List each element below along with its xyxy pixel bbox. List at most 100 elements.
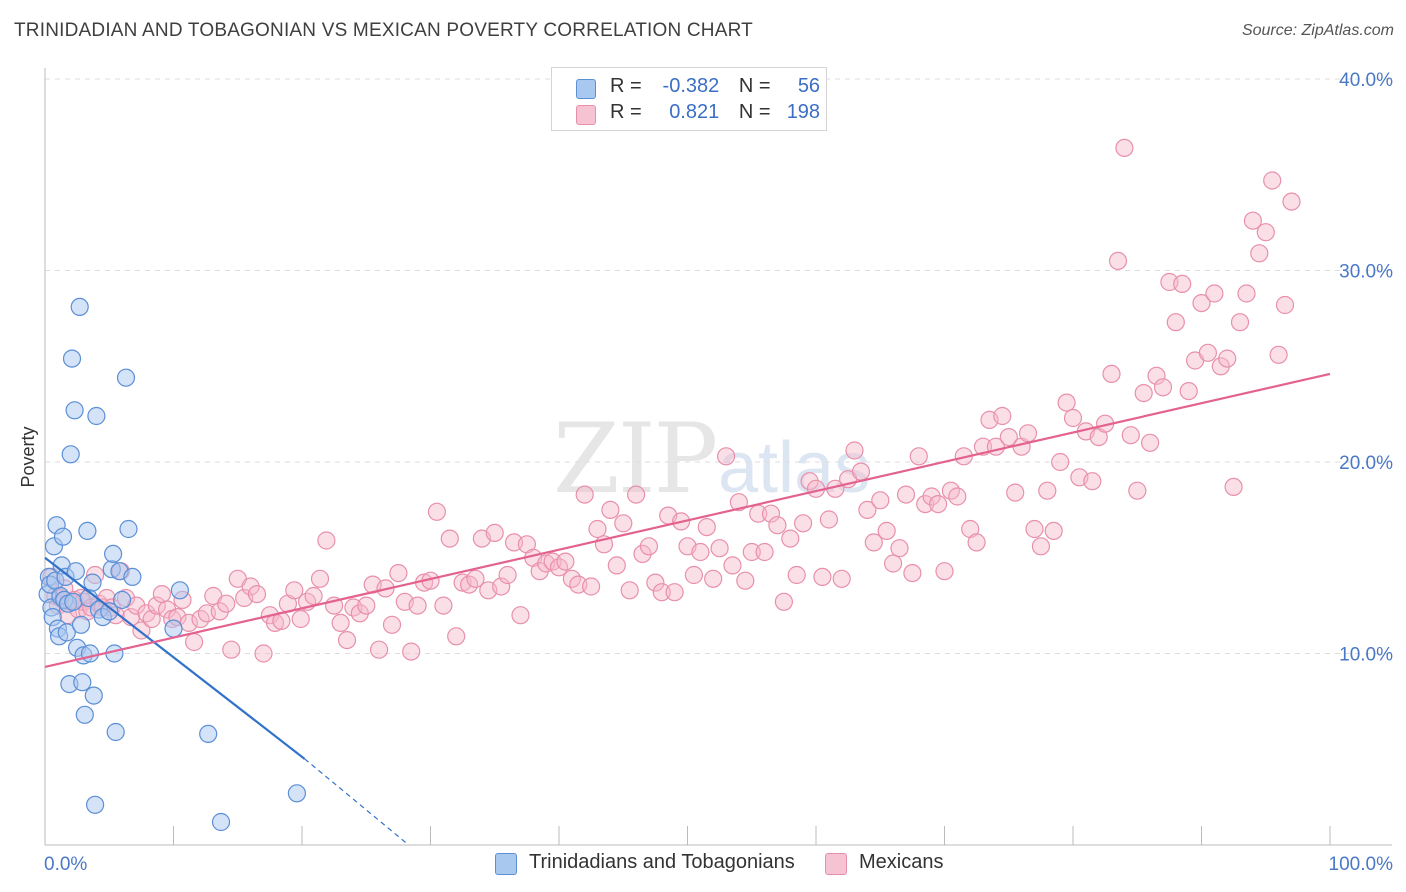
mexican-point [317,531,336,550]
mexican-point [1115,138,1134,157]
mexican-point [858,500,877,519]
trinidadian-point [84,686,103,705]
chart-title: TRINIDADIAN AND TOBAGONIAN VS MEXICAN PO… [14,20,753,41]
y-tick-label: 30.0% [1339,262,1393,283]
trinidadian-points [38,297,306,832]
legend-n-label: N = [738,75,771,97]
mexican-point [427,502,446,521]
trend-line-trinidadian-extension [304,758,410,846]
mexican-point [285,581,304,600]
mexican-point [742,542,761,562]
mexican-point [755,542,774,562]
mexican-point [1224,477,1243,496]
mexican-point [999,428,1018,447]
mexican-point [440,529,459,548]
mexican-point [832,569,851,588]
mexican-point [716,447,736,466]
trinidadian-point [53,527,73,546]
mexican-point [665,583,684,602]
mexican-point [1031,537,1051,556]
mexican-point [1250,244,1269,263]
legend-r-value: 0.821 [669,101,720,123]
trinidadian-point [106,722,125,742]
trinidadian-point [112,590,132,610]
mexican-point [928,495,948,514]
mexican-point [1192,294,1211,313]
mexican-point [1134,384,1153,403]
mexican-point [1083,472,1102,491]
y-tick-label: 10.0% [1339,645,1393,666]
trinidadian-point [287,784,306,803]
mexican-point [1269,345,1288,364]
mexican-point [357,596,376,615]
trend-line-trinidadian [44,556,306,760]
mexican-point [304,586,323,606]
trinidadian-point [85,795,105,814]
trinidadian-point [164,619,183,638]
legend-r-label: R = [610,75,642,97]
mexican-point [800,472,819,491]
trinidadian-point [66,562,85,581]
mexican-point [781,529,800,548]
mexican-point [1256,223,1275,242]
mexican-point [819,510,839,529]
x-tick-label-max: 100.0% [1329,854,1394,875]
mexican-point [646,573,665,592]
mexican-point [291,609,310,629]
mexican-point [1218,349,1237,368]
mexican-point [1275,295,1295,315]
mexican-point [774,592,794,611]
mexican-point [1044,521,1063,541]
mexican-point [337,630,357,650]
mexican-point [158,600,177,619]
trinidadian-point [170,581,189,600]
mexican-point [633,544,652,564]
mexican-point [1243,211,1263,230]
mexican-point [851,462,871,481]
mexican-point [1128,481,1147,500]
mexican-point [511,606,530,625]
mexican-point [723,556,742,575]
mexican-point [382,615,402,634]
series-swatch-pink [825,853,847,875]
trinidadian-point [83,573,102,592]
trinidadian-point [87,406,106,426]
mexican-point [691,542,710,562]
mexican-point [310,569,330,588]
source-credit: Source: ZipAtlas.com [1241,22,1394,39]
y-tick-label: 20.0% [1339,453,1393,474]
mexican-point [993,406,1012,426]
mexican-point [1173,274,1192,293]
mexican-point [1038,481,1057,500]
legend-swatch-pink [576,105,596,125]
mexican-point [1205,284,1224,303]
trinidadian-point [61,445,80,464]
trinidadian-point [123,567,142,587]
mexican-point [1237,284,1256,303]
trinidadian-point [57,623,76,642]
watermark-zip: ZIP [553,403,716,515]
mexican-point [896,485,916,504]
mexican-point [883,554,903,573]
mexican-point [626,485,646,504]
mexican-point [652,583,671,602]
trinidadian-point [73,673,92,692]
trinidadian-point [64,592,83,611]
mexican-point [492,577,511,596]
mexican-point [447,627,466,646]
y-tick-label: 40.0% [1339,70,1393,91]
trinidadian-point [62,349,82,368]
mexican-point [601,500,620,519]
mexican-point [697,517,716,537]
trinidadian-point [116,368,136,387]
legend-swatch-blue [576,79,596,99]
mexican-point [864,533,883,552]
mexican-point [1121,426,1140,445]
mexican-point [370,640,389,659]
mexican-point [556,552,575,571]
mexican-point [254,644,273,663]
mexican-point [147,596,166,615]
mexican-point [389,563,408,583]
mexican-point [1166,313,1185,332]
mexican-point [877,521,896,541]
